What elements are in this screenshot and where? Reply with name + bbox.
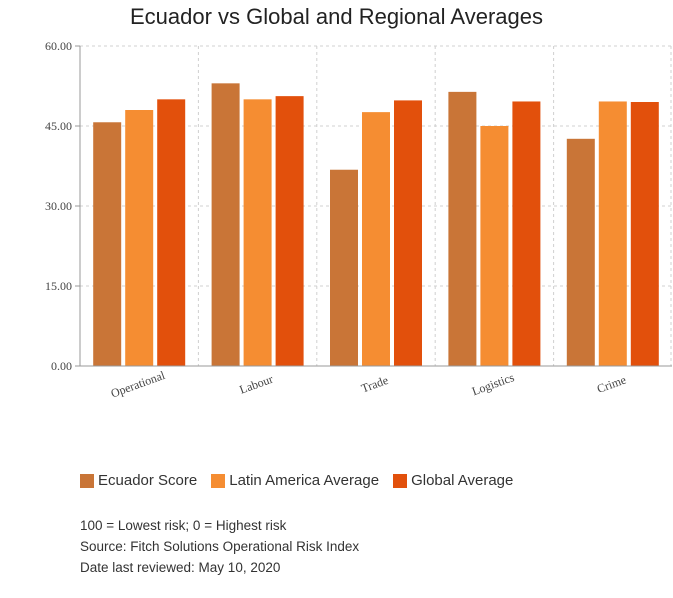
legend-label: Global Average — [411, 472, 514, 489]
x-tick-label: Labour — [238, 372, 275, 397]
x-tick-label: Trade — [359, 373, 390, 396]
chart-legend: Ecuador Score Latin America Average Glob… — [80, 472, 513, 489]
y-tick-label: 15.00 — [45, 279, 72, 293]
bar — [157, 99, 186, 366]
note-date-reviewed: Date last reviewed: May 10, 2020 — [80, 560, 281, 575]
bar — [448, 91, 477, 366]
bar — [93, 122, 122, 367]
chart-title: Ecuador vs Global and Regional Averages — [130, 4, 543, 29]
y-tick-label: 30.00 — [45, 199, 72, 213]
bar-chart: 0.00 15.00 30.00 45.00 60.00 Operational Labou… — [45, 39, 672, 401]
legend-swatch — [393, 473, 408, 488]
legend-swatch — [211, 473, 226, 488]
bar — [394, 100, 422, 367]
x-tick-label: Logistics — [470, 370, 516, 398]
bar — [598, 101, 627, 366]
y-tick-label: 45.00 — [45, 119, 72, 133]
bar — [330, 169, 358, 366]
bar — [566, 138, 595, 366]
bar — [125, 110, 154, 366]
note-scale: 100 = Lowest risk; 0 = Highest risk — [80, 518, 287, 533]
legend-label: Ecuador Score — [98, 472, 198, 489]
bar — [362, 112, 390, 366]
legend-item-latin-america-average[interactable]: Latin America Average — [211, 472, 379, 489]
chart-notes: 100 = Lowest risk; 0 = Highest risk Sour… — [80, 515, 359, 578]
bar — [512, 101, 541, 366]
x-tick-label: Operational — [109, 368, 168, 401]
legend-swatch — [80, 473, 94, 488]
legend-label: Latin America Average — [229, 472, 380, 489]
bar — [211, 83, 240, 366]
note-source: Source: Fitch Solutions Operational Risk… — [80, 539, 360, 554]
y-tick-label: 0.00 — [51, 359, 72, 373]
y-tick-label: 60.00 — [45, 39, 72, 53]
bar — [630, 102, 659, 366]
x-tick-label: Crime — [595, 373, 628, 396]
bar — [480, 126, 509, 366]
legend-item-ecuador-score[interactable]: Ecuador Score — [80, 472, 197, 489]
bar — [275, 96, 304, 366]
bar — [243, 99, 272, 366]
legend-item-global-average[interactable]: Global Average — [393, 472, 513, 489]
